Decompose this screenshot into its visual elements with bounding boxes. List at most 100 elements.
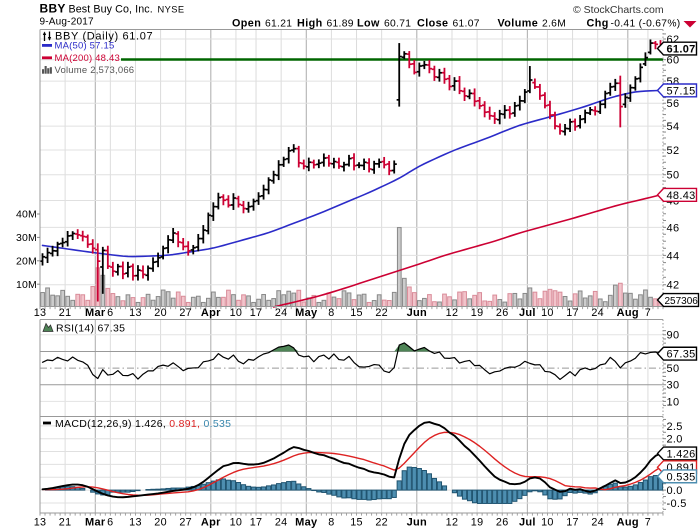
svg-text:May: May — [295, 307, 318, 319]
svg-text:10: 10 — [230, 517, 243, 529]
svg-text:50: 50 — [667, 363, 680, 375]
svg-text:Volume: Volume — [498, 18, 539, 30]
svg-text:12: 12 — [446, 307, 459, 319]
svg-text:10: 10 — [230, 307, 243, 319]
svg-text:19: 19 — [471, 307, 484, 319]
svg-text:7: 7 — [645, 307, 651, 319]
svg-text:MA(50) 57.15: MA(50) 57.15 — [55, 41, 115, 52]
svg-text:10: 10 — [541, 517, 554, 529]
svg-text:Apr: Apr — [201, 517, 221, 529]
svg-text:1.426: 1.426 — [667, 448, 696, 460]
svg-text:15: 15 — [350, 307, 363, 319]
svg-text:12: 12 — [446, 517, 459, 529]
svg-text:61.07: 61.07 — [453, 19, 480, 30]
svg-text:8: 8 — [328, 517, 334, 529]
svg-text:NYSE: NYSE — [158, 4, 185, 14]
svg-text:13: 13 — [129, 517, 142, 529]
svg-text:67.35: 67.35 — [667, 349, 696, 361]
svg-text:0.0: 0.0 — [667, 485, 683, 497]
svg-text:10: 10 — [541, 307, 554, 319]
svg-text:56: 56 — [667, 98, 680, 110]
svg-text:8: 8 — [328, 307, 334, 319]
svg-text:MACD(12,26,9) 1.426, 0.891, 0.: MACD(12,26,9) 1.426, 0.891, 0.535 — [55, 418, 231, 430]
svg-text:10M: 10M — [16, 279, 37, 291]
svg-text:10: 10 — [667, 396, 680, 408]
svg-text:19: 19 — [471, 517, 484, 529]
svg-text:40M: 40M — [16, 209, 37, 221]
svg-text:42: 42 — [667, 280, 680, 292]
svg-text:26: 26 — [496, 307, 509, 319]
svg-text:Apr: Apr — [201, 307, 221, 319]
svg-text:Mar: Mar — [85, 307, 106, 319]
svg-text:20: 20 — [154, 307, 167, 319]
svg-text:2.5: 2.5 — [667, 421, 683, 433]
svg-text:MA(200) 48.43: MA(200) 48.43 — [55, 53, 120, 64]
svg-text:Jul: Jul — [519, 517, 536, 529]
svg-text:Low: Low — [357, 18, 380, 30]
svg-text:44: 44 — [667, 250, 680, 262]
svg-text:0.535: 0.535 — [667, 471, 696, 483]
svg-text:50: 50 — [667, 170, 680, 182]
svg-text:22: 22 — [375, 307, 388, 319]
svg-text:7: 7 — [645, 517, 651, 529]
svg-text:46: 46 — [667, 222, 680, 234]
svg-text:24: 24 — [591, 307, 604, 319]
svg-text:61.89: 61.89 — [327, 19, 354, 30]
svg-text:24: 24 — [275, 307, 288, 319]
svg-text:-0.5: -0.5 — [667, 498, 687, 510]
svg-text:57.15: 57.15 — [667, 85, 696, 97]
svg-text:6: 6 — [107, 517, 113, 529]
svg-text:20: 20 — [154, 517, 167, 529]
svg-text:Aug: Aug — [617, 307, 639, 319]
svg-text:30M: 30M — [16, 232, 37, 244]
svg-text:BBY: BBY — [40, 2, 66, 16]
svg-text:Mar: Mar — [85, 517, 106, 529]
svg-text:257306: 257306 — [665, 296, 699, 307]
svg-text:60: 60 — [667, 55, 680, 67]
svg-text:61.07: 61.07 — [667, 43, 696, 55]
svg-text:22: 22 — [375, 517, 388, 529]
svg-text:24: 24 — [275, 517, 288, 529]
svg-text:Volume 2,573,066: Volume 2,573,066 — [55, 65, 135, 76]
svg-text:24: 24 — [591, 517, 604, 529]
svg-text:17: 17 — [566, 517, 579, 529]
svg-text:60.71: 60.71 — [384, 19, 411, 30]
svg-text:15: 15 — [350, 517, 363, 529]
svg-text:52: 52 — [667, 145, 680, 157]
svg-text:48.43: 48.43 — [667, 190, 696, 202]
svg-text:BBY (Daily) 61.07: BBY (Daily) 61.07 — [55, 30, 153, 42]
svg-text:-0.41 (-0.67%): -0.41 (-0.67%) — [611, 19, 681, 30]
svg-text:13: 13 — [129, 307, 142, 319]
svg-text:May: May — [295, 517, 318, 529]
svg-text:9-Aug-2017: 9-Aug-2017 — [40, 17, 94, 28]
svg-text:Chg: Chg — [587, 18, 609, 30]
svg-text:Open: Open — [232, 18, 261, 30]
svg-text:Aug: Aug — [617, 517, 639, 529]
svg-text:Close: Close — [417, 18, 448, 30]
svg-text:27: 27 — [179, 307, 192, 319]
svg-text:30: 30 — [667, 380, 680, 392]
svg-text:90: 90 — [667, 330, 680, 342]
svg-text:2.0: 2.0 — [667, 434, 683, 446]
svg-text:27: 27 — [179, 517, 192, 529]
svg-text:Jun: Jun — [407, 307, 427, 319]
svg-text:20M: 20M — [16, 256, 37, 268]
svg-text:13: 13 — [34, 307, 47, 319]
svg-text:21: 21 — [59, 307, 72, 319]
svg-text:RSI(14) 67.35: RSI(14) 67.35 — [56, 323, 125, 335]
svg-text:13: 13 — [34, 517, 47, 529]
svg-text:Jun: Jun — [407, 517, 427, 529]
svg-text:2.6M: 2.6M — [542, 19, 566, 30]
svg-text:26: 26 — [496, 517, 509, 529]
svg-text:6: 6 — [107, 307, 113, 319]
svg-text:© StockCharts.com: © StockCharts.com — [573, 4, 664, 16]
svg-text:Jul: Jul — [519, 307, 536, 319]
svg-text:17: 17 — [250, 517, 263, 529]
svg-text:Best Buy Co, Inc.: Best Buy Co, Inc. — [69, 4, 153, 16]
svg-text:High: High — [297, 18, 323, 30]
svg-text:54: 54 — [667, 121, 680, 133]
svg-text:21: 21 — [59, 517, 72, 529]
svg-text:17: 17 — [250, 307, 263, 319]
svg-text:17: 17 — [566, 307, 579, 319]
svg-text:61.21: 61.21 — [265, 19, 292, 30]
